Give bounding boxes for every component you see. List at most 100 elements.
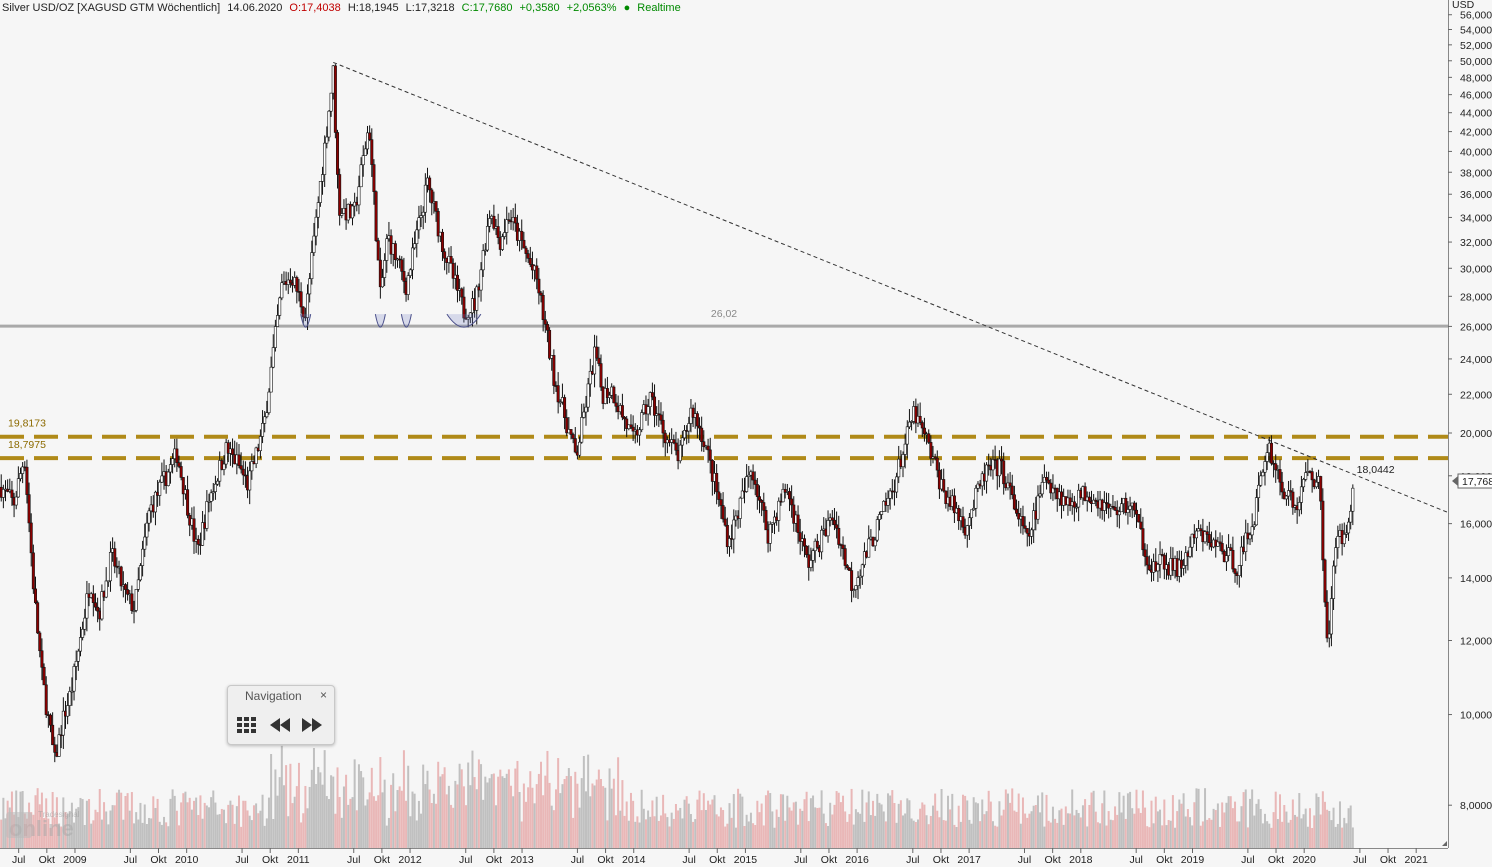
volume-bar <box>582 756 585 848</box>
volume-bar <box>625 801 628 848</box>
volume-bar <box>1109 819 1112 848</box>
candle-body <box>922 427 926 435</box>
candle-body <box>31 552 35 590</box>
candle-body <box>715 473 719 493</box>
x-tick-label: 2010 <box>175 854 199 866</box>
candle-body <box>1349 510 1353 523</box>
volume-bar <box>173 795 176 848</box>
candle-body <box>695 413 699 427</box>
navigation-panel[interactable]: Navigation × <box>227 685 335 745</box>
volume-bar <box>407 765 410 848</box>
volume-bar <box>160 824 163 848</box>
candle-body <box>258 436 262 452</box>
volume-bar <box>559 793 562 848</box>
volume-bar <box>323 750 326 848</box>
volume-bar <box>4 818 7 848</box>
volume-bar <box>437 761 440 848</box>
volume-bar <box>741 796 744 848</box>
volume-bar <box>300 822 303 848</box>
volume-bar <box>180 802 183 848</box>
candle-body <box>1265 452 1269 462</box>
volume-bar <box>1043 826 1046 848</box>
volume-bar <box>276 795 279 848</box>
candle-body <box>310 252 314 280</box>
volume-bar <box>396 790 399 848</box>
candle-body <box>108 552 112 582</box>
volume-bar <box>460 769 463 848</box>
volume-bar <box>927 824 930 848</box>
candle-body <box>698 425 702 429</box>
y-tick-label: 14,0000 <box>1460 573 1492 585</box>
x-tick-label: 2015 <box>734 854 758 866</box>
volume-bar <box>377 795 380 848</box>
grid-icon[interactable] <box>234 711 262 739</box>
volume-bar <box>1017 793 1020 848</box>
candle-body <box>710 459 714 482</box>
volume-bar <box>1341 827 1344 848</box>
candle-body <box>595 346 599 359</box>
volume-bar <box>184 791 187 848</box>
volume-bar <box>297 762 300 848</box>
volume-bar <box>991 821 994 848</box>
volume-bar <box>1081 805 1084 848</box>
volume-bar <box>105 811 108 848</box>
candle-body <box>1141 528 1145 551</box>
candle-body <box>483 249 487 252</box>
volume-bar <box>569 776 572 848</box>
volume-bar <box>533 803 536 848</box>
volume-bar <box>32 814 35 848</box>
volume-bar <box>764 795 767 848</box>
candle-body <box>728 538 732 548</box>
candle-body <box>1188 546 1192 557</box>
volume-bar <box>910 818 913 848</box>
volume-bar <box>135 812 138 848</box>
volume-bar <box>771 811 774 848</box>
candle-body <box>723 518 727 526</box>
volume-bar <box>1015 811 1018 848</box>
volume-bar <box>1326 809 1329 848</box>
volume-bar <box>392 773 395 848</box>
volume-bar <box>614 815 617 848</box>
volume-bar <box>1347 808 1350 848</box>
volume-bar <box>1223 812 1226 848</box>
candle-body <box>620 405 624 418</box>
change-pct-value: +2,0563% <box>566 2 617 14</box>
candle-body <box>1075 506 1079 509</box>
y-tick-label: 28,0000 <box>1460 291 1492 303</box>
volume-bar <box>747 821 750 848</box>
candle-body <box>847 567 851 571</box>
candle-body <box>762 502 766 511</box>
volume-bar <box>837 792 840 848</box>
volume-bar <box>1174 827 1177 848</box>
volume-bar <box>1060 808 1063 848</box>
candle-body <box>57 734 61 757</box>
rewind-icon[interactable] <box>266 711 294 739</box>
y-tick-label: 38,0000 <box>1460 167 1492 179</box>
x-tick-label: Jul <box>235 854 248 866</box>
volume-bar <box>171 789 174 848</box>
candle-body <box>1220 543 1224 552</box>
candle-body <box>468 312 472 318</box>
volume-bar <box>394 811 397 848</box>
candle-body <box>1329 598 1333 635</box>
candle-body <box>792 504 796 524</box>
close-icon[interactable]: × <box>319 688 327 702</box>
tradesignal-online-logo: Tradesignal online <box>4 806 104 841</box>
volume-bar <box>1285 811 1288 848</box>
candle-body <box>263 416 267 424</box>
y-tick-label: 48,0000 <box>1460 72 1492 84</box>
volume-bar <box>769 793 772 848</box>
volume-bar <box>1101 803 1104 848</box>
volume-bar <box>295 786 298 848</box>
candle-body <box>873 539 877 547</box>
fast-forward-icon[interactable] <box>298 711 326 739</box>
volume-bar <box>555 789 558 848</box>
candle-body <box>381 277 385 288</box>
candle-body <box>363 148 367 156</box>
x-tick-label: Jul <box>347 854 360 866</box>
volume-bar <box>158 821 161 848</box>
volume-bar <box>70 802 73 848</box>
volume-bar <box>68 811 71 848</box>
